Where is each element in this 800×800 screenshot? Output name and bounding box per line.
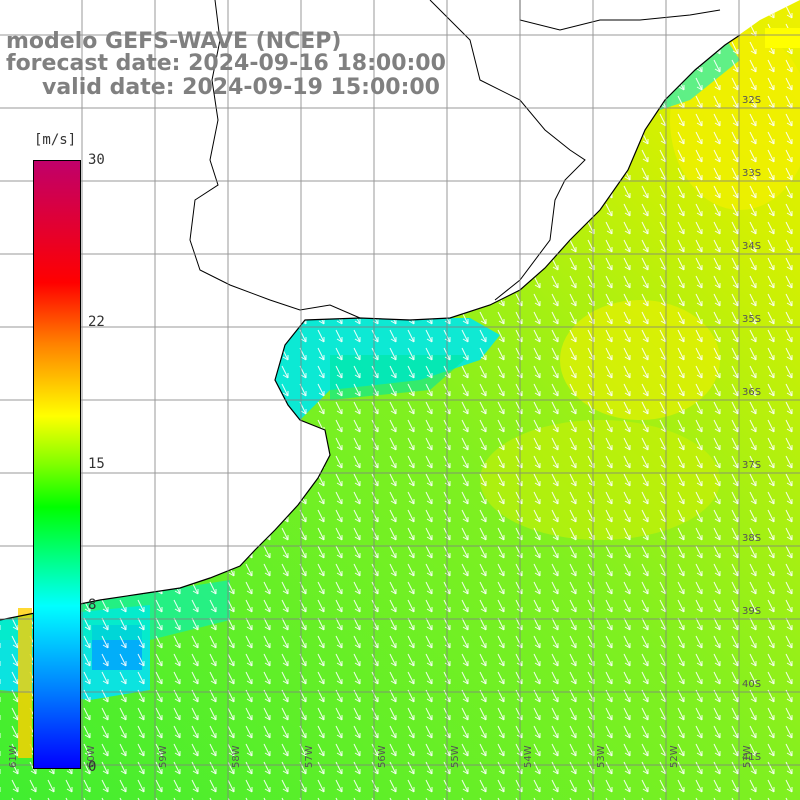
colorbar-tick: 15 [88, 455, 105, 472]
lat-label: 32S [742, 95, 762, 106]
lat-label: 34S [742, 241, 762, 252]
lat-label: 40S [742, 679, 762, 690]
border-line [429, 0, 586, 301]
lat-label: 36S [742, 387, 762, 398]
lon-label: 55W [450, 745, 461, 768]
lat-label: 35S [742, 314, 762, 325]
lat-label: 38S [742, 533, 762, 544]
lon-label: 54W [523, 745, 534, 768]
lat-label: 37S [742, 460, 762, 471]
lat-label: 33S [742, 168, 762, 179]
colorbar-tick: 0 [88, 759, 97, 775]
colorbar [33, 160, 81, 769]
lon-label: 51W [742, 745, 753, 768]
valid-date: valid date: 2024-09-19 15:00:00 [42, 75, 440, 100]
coastline [0, 34, 741, 621]
lon-label: 53W [596, 745, 607, 768]
lon-label: 59W [158, 745, 169, 768]
lon-label: 52W [669, 745, 680, 768]
lat-label: 39S [742, 606, 762, 617]
border-line [189, 0, 361, 319]
model-title: modelo GEFS-WAVE (NCEP) [6, 29, 342, 54]
lon-label: 58W [231, 745, 242, 768]
colorbar-tick: 22 [88, 313, 105, 330]
colorbar-tick: 8 [88, 597, 97, 614]
lon-label: 61W [8, 745, 19, 768]
lon-label: 57W [304, 745, 315, 768]
lat-label: 41S [742, 752, 762, 763]
colorbar-unit: [m/s] [34, 132, 77, 148]
edge-patch [765, 28, 800, 48]
lon-label: 56W [377, 745, 388, 768]
edge-patch [18, 608, 32, 758]
colorbar-tick: 30 [88, 152, 105, 168]
forecast-date: forecast date: 2024-09-16 18:00:00 [6, 51, 446, 76]
